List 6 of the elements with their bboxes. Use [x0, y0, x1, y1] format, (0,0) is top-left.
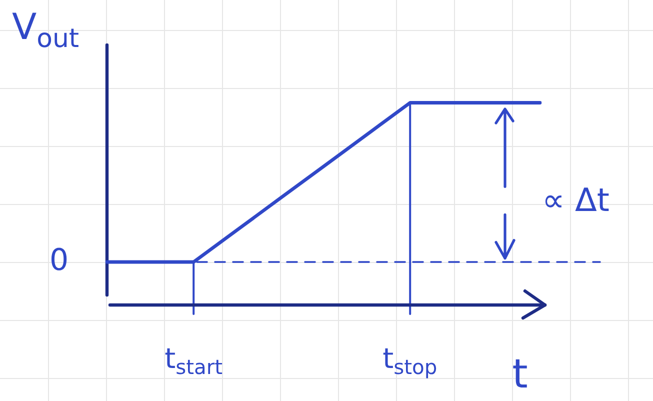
- ref-line-label: 0: [49, 242, 69, 278]
- x-tick-label: t$_{stop}$: [382, 342, 438, 380]
- x-axis-title: t: [512, 351, 528, 398]
- x-tick-label: t$_{start}$: [164, 342, 223, 380]
- annotation: ∝ Δt: [542, 181, 610, 220]
- y-axis-title: V$_{out}$: [12, 7, 80, 54]
